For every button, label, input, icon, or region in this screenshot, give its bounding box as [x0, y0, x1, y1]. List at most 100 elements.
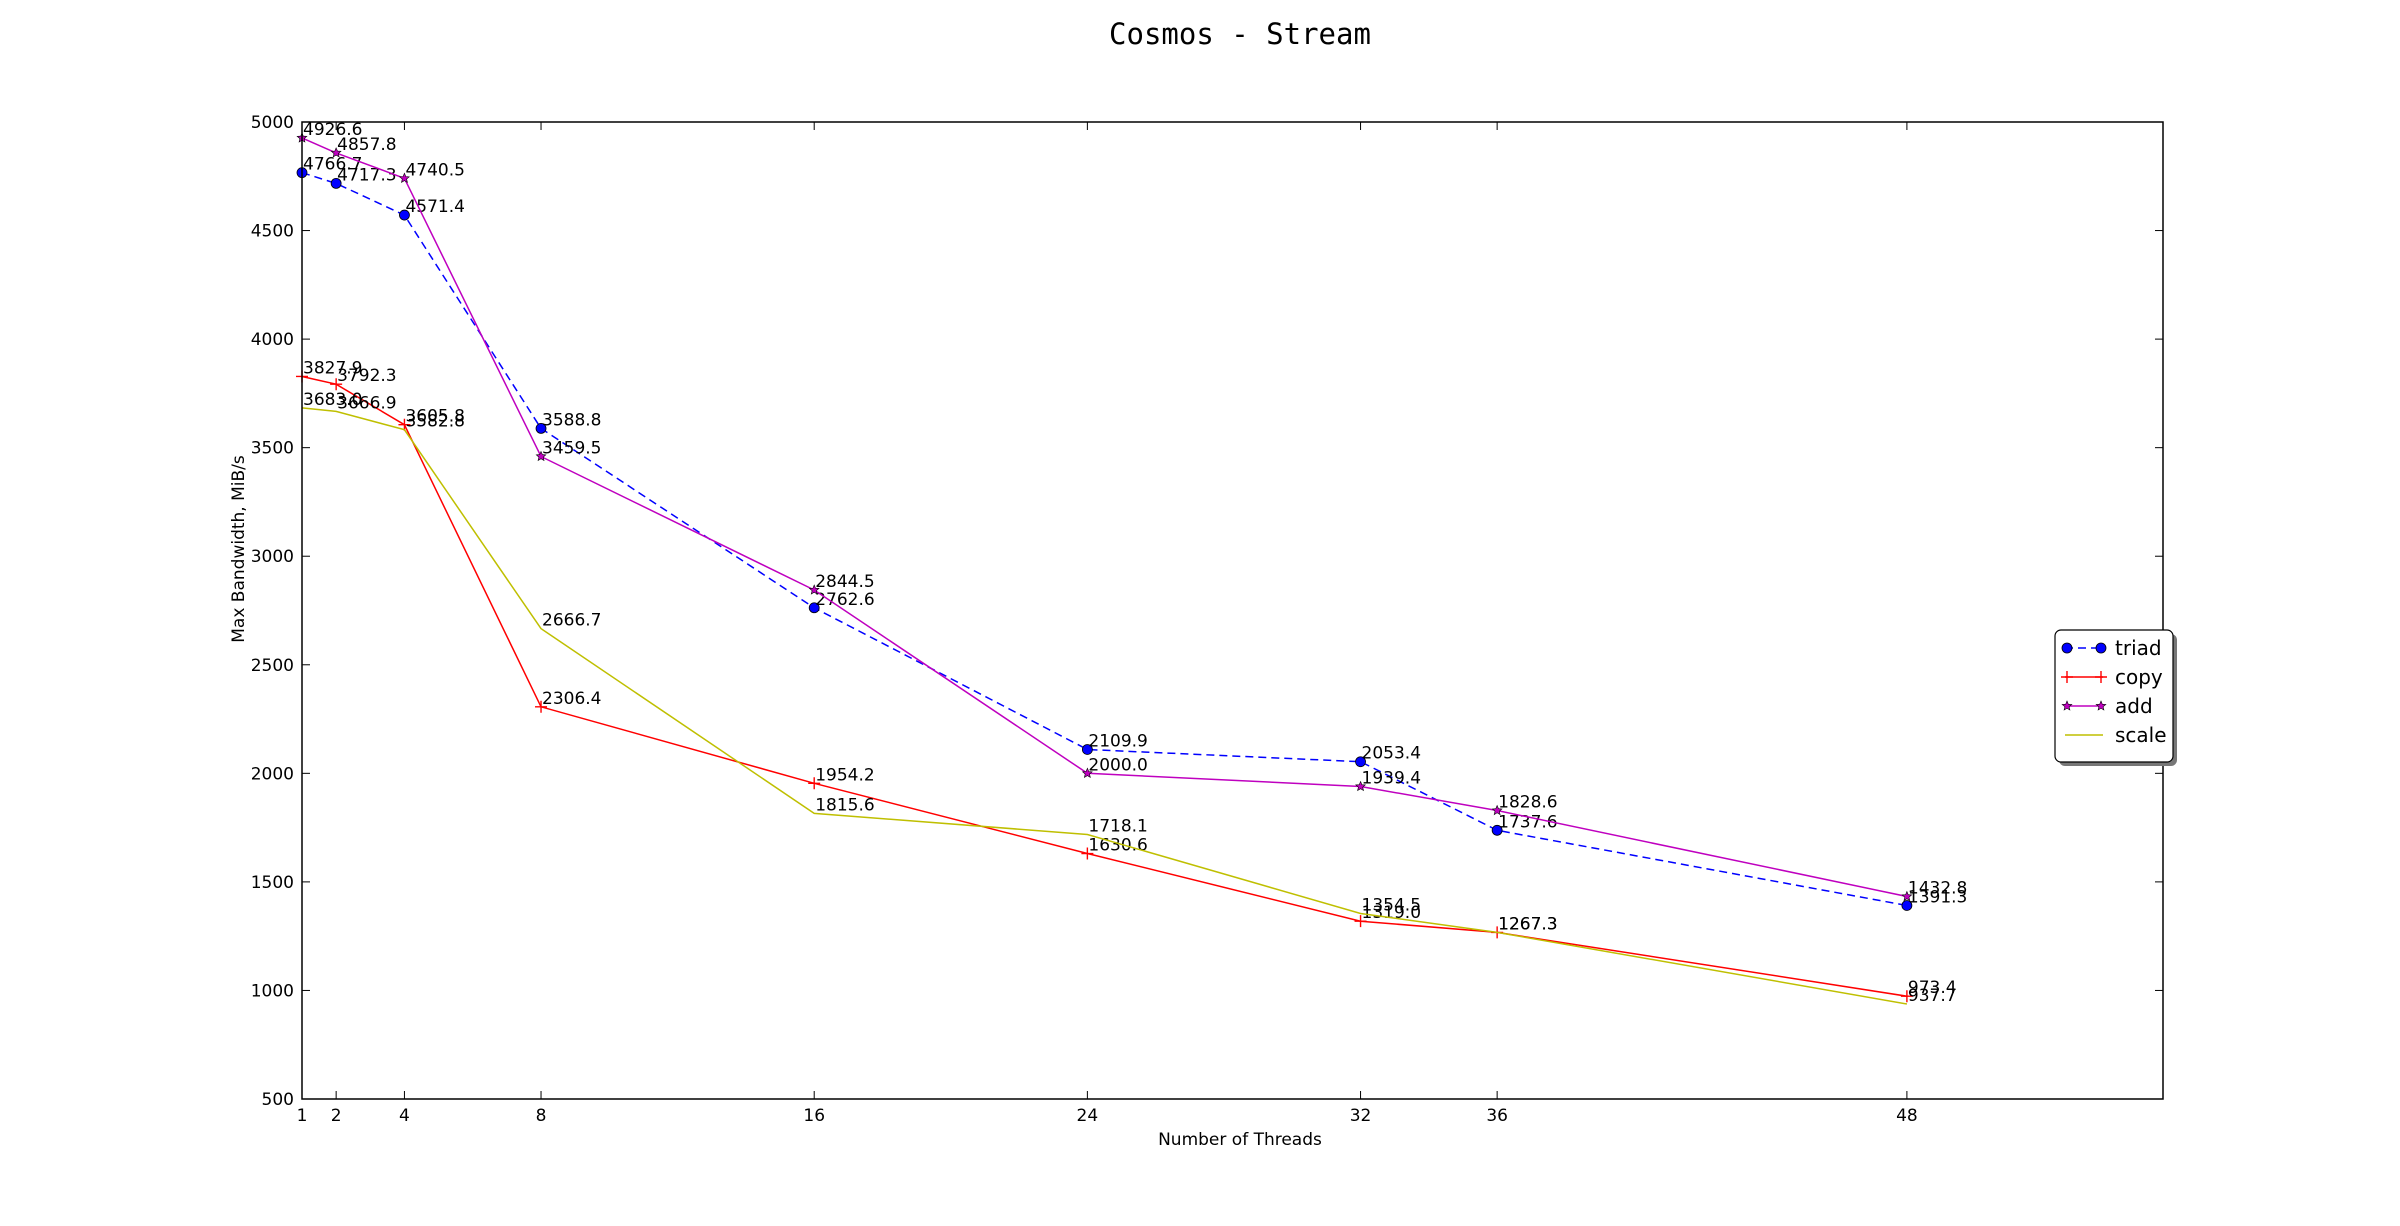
data-point-copy — [1354, 915, 1367, 928]
data-point-add — [808, 584, 820, 595]
x-tick-label: 1 — [297, 1106, 308, 1126]
legend-marker-triad — [2095, 642, 2107, 654]
y-tick-label: 2500 — [251, 656, 294, 676]
series-line-scale — [301, 407, 1908, 1005]
legend-label-copy: copy — [2115, 665, 2163, 689]
data-label-triad: 1737.6 — [1498, 812, 1557, 832]
data-label-add: 1939.4 — [1362, 768, 1421, 788]
data-label-copy: 1319.0 — [1362, 903, 1421, 923]
data-point-add — [330, 147, 342, 158]
data-point-copy — [1081, 847, 1094, 860]
x-axis-label: Number of Threads — [1158, 1130, 1322, 1150]
data-point-copy — [1900, 990, 1913, 1003]
x-tick-label: 24 — [1077, 1106, 1099, 1126]
y-tick-label: 5000 — [251, 113, 294, 133]
data-label-copy: 1954.2 — [815, 765, 874, 785]
data-point-triad — [1491, 824, 1503, 836]
data-label-scale: 937.7 — [1908, 986, 1957, 1006]
plot-area: 1 2 4 8 16 24 32 36 4850010001500200025003000350… — [251, 113, 2163, 1126]
data-label-add: 1432.8 — [1908, 878, 1967, 898]
legend: triad copy add scale — [2054, 629, 2177, 766]
x-tick-label: 8 — [536, 1106, 547, 1126]
data-label-copy: 1630.6 — [1088, 836, 1147, 856]
data-point-copy — [398, 418, 411, 431]
data-label-scale: 1718.1 — [1088, 817, 1147, 837]
data-label-scale: 1815.6 — [815, 795, 874, 815]
data-label-copy: 3605.8 — [405, 407, 464, 427]
data-label-scale: 1354.5 — [1362, 895, 1421, 915]
legend-label-add: add — [2115, 694, 2153, 718]
y-tick-label: 4000 — [251, 330, 294, 350]
data-point-triad — [330, 177, 342, 189]
legend-marker-triad — [2061, 642, 2073, 654]
y-axis-label: Max Bandwidth, MiB/s — [229, 455, 249, 643]
series-line-add — [301, 137, 1908, 898]
y-tick-label: 2000 — [251, 764, 294, 784]
series-line-triad — [301, 171, 1908, 907]
data-label-add: 2000.0 — [1088, 755, 1147, 775]
data-point-copy — [808, 777, 821, 790]
data-label-scale: 3666.9 — [337, 393, 396, 413]
data-point-add — [535, 450, 547, 462]
data-label-triad: 4766.7 — [303, 155, 362, 175]
data-label-copy: 973.4 — [1908, 978, 1957, 998]
y-tick-label: 1000 — [251, 981, 294, 1001]
x-tick-label: 32 — [1350, 1106, 1372, 1126]
data-label-copy: 3792.3 — [337, 366, 396, 386]
data-point-copy — [330, 378, 343, 391]
data-label-triad: 2109.9 — [1088, 731, 1147, 751]
data-label-add: 2844.5 — [815, 572, 874, 592]
data-label-add: 1828.6 — [1498, 793, 1557, 813]
y-tick-label: 3000 — [251, 547, 294, 567]
data-point-triad — [1901, 900, 1913, 911]
data-point-add — [398, 172, 410, 184]
data-point-triad — [808, 602, 820, 614]
data-label-triad: 4717.3 — [337, 165, 396, 185]
data-point-triad — [1355, 756, 1366, 768]
legend-marker-copy — [2095, 671, 2107, 683]
data-label-scale: 2666.7 — [542, 611, 601, 631]
data-label-scale: 3683.0 — [303, 390, 362, 410]
data-point-triad — [399, 209, 410, 221]
y-tick-label: 4500 — [251, 222, 294, 242]
plot-frame — [301, 121, 2164, 1100]
data-point-triad — [535, 422, 547, 434]
data-label-scale: 3582.8 — [405, 412, 464, 432]
y-tick-label: 500 — [262, 1090, 294, 1110]
data-label-copy: 3827.9 — [303, 358, 362, 378]
legend-box — [2054, 629, 2174, 763]
data-label-triad: 2762.6 — [815, 590, 874, 610]
x-tick-label: 48 — [1896, 1106, 1918, 1126]
data-point-copy — [535, 700, 548, 713]
series-line-copy — [301, 375, 1908, 997]
data-point-triad — [1081, 744, 1093, 755]
data-label-scale: 1267.3 — [1498, 914, 1557, 934]
data-label-copy: 1267.3 — [1498, 914, 1557, 934]
data-point-add — [1355, 780, 1367, 792]
legend-marker-add — [2095, 700, 2107, 711]
legend-label-scale: scale — [2115, 723, 2167, 747]
data-label-triad: 3588.8 — [542, 410, 601, 430]
x-tick-label: 16 — [803, 1106, 825, 1126]
y-tick-label: 3500 — [251, 439, 294, 459]
legend-marker-add — [2061, 700, 2073, 711]
data-label-triad: 2053.4 — [1362, 744, 1421, 764]
legend-marker-copy — [2061, 671, 2073, 683]
y-tick-label: 1500 — [251, 873, 294, 893]
data-label-copy: 2306.4 — [542, 689, 601, 709]
data-point-add — [1081, 767, 1093, 779]
data-label-triad: 1391.3 — [1908, 887, 1967, 907]
x-tick-label: 2 — [331, 1106, 342, 1126]
data-label-add: 4926.6 — [303, 120, 362, 140]
data-point-add — [1491, 804, 1503, 816]
x-tick-label: 4 — [399, 1106, 410, 1126]
data-label-add: 4857.8 — [337, 135, 396, 155]
data-point-add — [1901, 890, 1913, 902]
data-label-add: 3459.5 — [542, 438, 601, 458]
data-label-add: 4740.5 — [405, 160, 464, 180]
chart-title: Cosmos - Stream — [1109, 17, 1371, 51]
legend-label-triad: triad — [2115, 636, 2162, 660]
x-tick-label: 36 — [1486, 1106, 1508, 1126]
